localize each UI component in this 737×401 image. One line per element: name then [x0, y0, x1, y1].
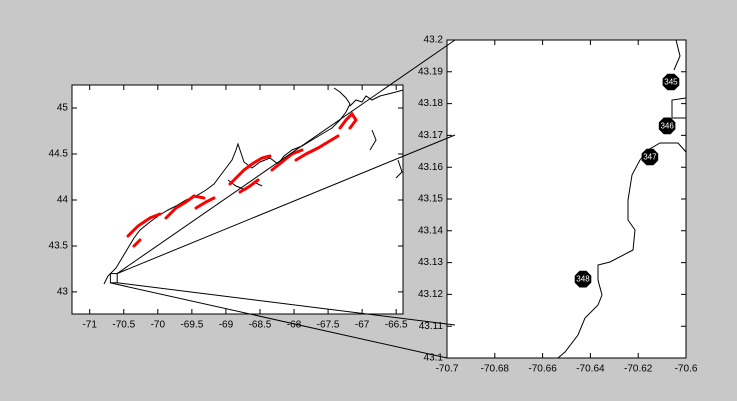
station-marker	[662, 73, 680, 91]
x-tick-label: -68	[287, 320, 302, 331]
x-tick-label: -70.66	[528, 364, 557, 375]
y-tick-label: 43.2	[424, 35, 444, 46]
connector	[116, 39, 456, 275]
y-tick-label: 43.17	[418, 130, 443, 141]
axes-bg	[447, 40, 686, 358]
x-tick-label: -70	[151, 320, 166, 331]
station-label: 348	[576, 275, 590, 284]
x-tick-label: -67	[355, 320, 370, 331]
overview-axes: -71 -70.5 -70 -69.5 -69 -68.5 -68 -67.5 -67 -66.5…	[49, 84, 408, 331]
x-tick-label: -68.5	[249, 320, 272, 331]
connector	[116, 134, 456, 275]
y-tick-label: 43.11	[419, 321, 444, 332]
station-marker	[574, 270, 592, 288]
connector	[116, 282, 456, 326]
x-tick-label: -67.5	[317, 320, 340, 331]
y-tick-label: 43.19	[418, 66, 443, 77]
y-tick-label: 43.5	[49, 241, 69, 252]
red-cluster	[126, 111, 358, 248]
station-marker	[641, 148, 659, 166]
station-label: 346	[660, 121, 674, 130]
y-tick-label: 43.12	[418, 289, 443, 300]
y-tick-label: 43.18	[418, 98, 443, 109]
x-tick-label: -70.6	[675, 364, 698, 375]
y-tick-label: 43.16	[418, 162, 443, 173]
zoom-box	[109, 273, 118, 284]
x-tick-label: -70.5	[112, 320, 135, 331]
x-tick-label: -70.62	[624, 364, 653, 375]
station-label: 347	[643, 153, 657, 162]
y-tick-label: 44	[57, 195, 69, 206]
x-tick-label: -66.5	[385, 320, 408, 331]
x-tick-label: -69	[219, 320, 234, 331]
y-tick-label: 43.1	[424, 353, 444, 364]
x-tick-label: -70.7	[436, 364, 459, 375]
x-tick-label: -69.5	[180, 320, 203, 331]
x-tick-label: -70.64	[576, 364, 605, 375]
zoom-connectors	[109, 39, 456, 359]
y-tick-label: 43.14	[418, 225, 443, 236]
y-tick-label: 44.5	[49, 149, 69, 160]
station-label: 345	[664, 78, 678, 87]
axes-frame	[71, 84, 404, 315]
connector	[109, 282, 448, 359]
axes-frame	[446, 39, 687, 359]
x-tick-label: -71	[82, 320, 97, 331]
axes-bg	[72, 85, 403, 314]
station-marker	[658, 117, 676, 135]
y-tick-label: 43	[57, 287, 69, 298]
y-tick-label: 43.13	[418, 257, 443, 268]
zoom-axes: -70.7 -70.68 -70.66 -70.64 -70.62 -70.643.143…	[418, 35, 698, 375]
y-tick-label: 45	[57, 103, 69, 114]
x-tick-label: -70.68	[481, 364, 510, 375]
y-tick-label: 43.15	[418, 194, 443, 205]
